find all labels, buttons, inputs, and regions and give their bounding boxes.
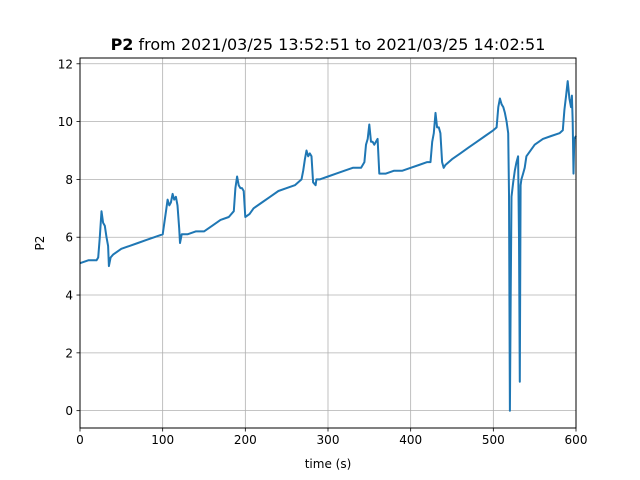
y-tick-label: 8 [65,173,73,187]
chart-title: P2 from 2021/03/25 13:52:51 to 2021/03/2… [111,35,546,54]
y-tick-label: 12 [58,57,73,71]
chart-title-rest: from 2021/03/25 13:52:51 to 2021/03/25 1… [133,35,545,54]
y-tick-label: 4 [65,289,73,303]
chart-title-bold: P2 [111,35,134,54]
y-tick-label: 6 [65,231,73,245]
y-tick-label: 10 [58,115,73,129]
x-axis-label: time (s) [305,457,352,471]
series-line [79,80,577,412]
y-tick-label: 2 [65,346,73,360]
x-tick-label: 600 [565,433,588,447]
x-tick-label: 400 [399,433,422,447]
x-tick-label: 300 [317,433,340,447]
grid-lines [79,58,577,428]
x-tick-label: 500 [482,433,505,447]
x-tick-label: 100 [151,433,174,447]
axis-ticks: 0 100 200 300 400 500 600 0 2 4 6 8 10 12 [58,57,588,447]
plot-area [79,80,577,412]
y-axis-label: P2 [33,236,47,251]
y-tick-label: 0 [65,404,73,418]
x-tick-label: 0 [76,433,84,447]
axes-frame [79,57,577,429]
x-tick-label: 200 [234,433,257,447]
